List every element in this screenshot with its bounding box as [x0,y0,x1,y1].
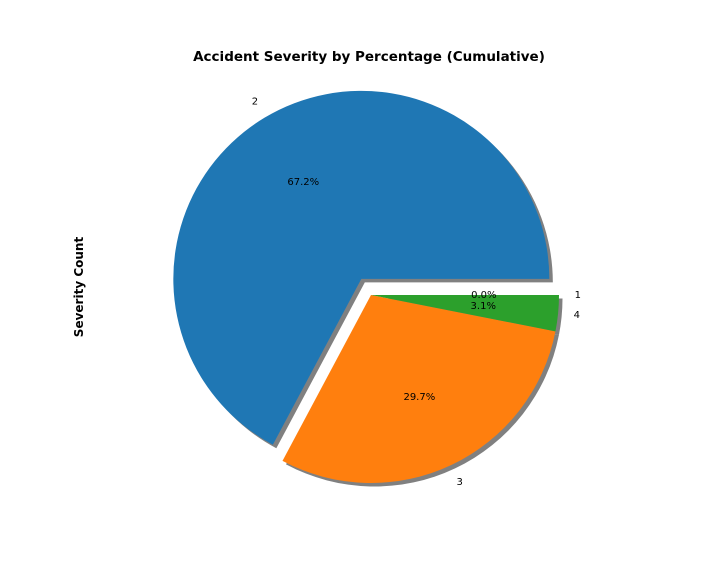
slice-label-1: 1 [575,290,581,301]
percent-label-2: 67.2% [287,177,319,188]
pie-label-layer: 1 0.0% 2 67.2% 3 29.7% 4 3.1% [252,97,581,488]
percent-label-3: 29.7% [403,392,435,403]
pie-wedge-3 [282,295,556,483]
percent-label-1: 0.0% [471,290,496,301]
chart-title: Accident Severity by Percentage (Cumulat… [193,49,545,65]
percent-label-4: 3.1% [471,301,496,312]
slice-label-3: 3 [456,477,462,488]
slice-label-4: 4 [574,310,580,321]
pie-wedge-4 [371,295,559,332]
slice-label-2: 2 [252,97,258,108]
pie-wedge-layer [173,90,559,483]
pie-wedge-2 [173,90,550,445]
